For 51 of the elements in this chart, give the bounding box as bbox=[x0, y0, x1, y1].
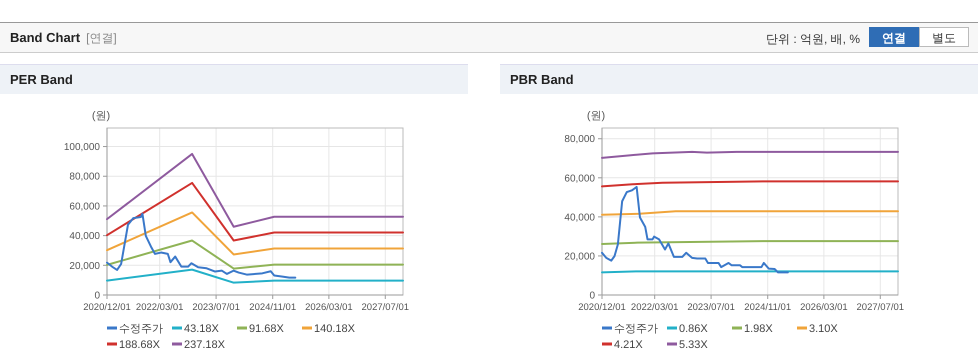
x-tick-label: 2023/07/01 bbox=[192, 302, 240, 313]
y-tick-label: 100,000 bbox=[64, 142, 100, 154]
line-series bbox=[106, 211, 404, 256]
legend-label: 수정주가 bbox=[119, 323, 163, 335]
x-tick-label: 2026/03/01 bbox=[305, 302, 353, 313]
legend-label: 91.68X bbox=[249, 323, 285, 335]
legend-label: 3.10X bbox=[809, 323, 838, 335]
y-tick-label: 20,000 bbox=[564, 251, 596, 262]
x-tick-label: 2027/07/01 bbox=[362, 302, 410, 313]
x-tick-label: 2022/03/01 bbox=[136, 302, 184, 313]
y-tick-label: 80,000 bbox=[564, 134, 596, 146]
y-tick-label: 0 bbox=[94, 290, 100, 302]
y-tick-label: 20,000 bbox=[69, 260, 100, 272]
y-axis-title: (원) bbox=[586, 110, 606, 122]
legend-label: 237.18X bbox=[184, 339, 226, 351]
legend-label: 4.21X bbox=[614, 339, 644, 351]
x-tick-label: 2027/07/01 bbox=[856, 302, 904, 313]
line-series bbox=[601, 186, 789, 274]
y-tick-label: 0 bbox=[589, 290, 596, 302]
text: [연결] bbox=[86, 31, 117, 45]
text: 연결 bbox=[869, 27, 919, 47]
text: 단위 : 억원, 배, % bbox=[766, 31, 860, 48]
x-tick-label: 2020/12/01 bbox=[83, 302, 131, 313]
chart-title: PER Band bbox=[10, 72, 73, 87]
y-tick-label: 60,000 bbox=[69, 201, 100, 212]
text: Band Chart bbox=[10, 30, 80, 45]
legend-label: 수정주가 bbox=[614, 323, 658, 335]
legend-label: 43.18X bbox=[184, 323, 220, 335]
x-tick-label: 2026/03/01 bbox=[800, 302, 848, 313]
legend-label: 1.98X bbox=[744, 323, 774, 335]
legend-label: 5.33X bbox=[679, 339, 708, 351]
legend-label: 140.18X bbox=[314, 323, 356, 335]
y-tick-label: 80,000 bbox=[69, 172, 100, 183]
x-tick-label: 2023/07/01 bbox=[687, 302, 735, 313]
chart-title: PBR Band bbox=[510, 72, 574, 87]
x-tick-label: 2024/11/01 bbox=[249, 302, 296, 313]
text: 별도 bbox=[919, 27, 969, 47]
line-series bbox=[106, 182, 404, 242]
legend-label: 188.68X bbox=[119, 339, 161, 351]
y-tick-label: 40,000 bbox=[69, 231, 100, 242]
y-tick-label: 60,000 bbox=[564, 173, 596, 184]
line-series bbox=[106, 212, 296, 279]
line-series bbox=[601, 150, 899, 159]
line-series bbox=[106, 240, 404, 270]
line-series bbox=[106, 152, 404, 228]
x-tick-label: 2022/03/01 bbox=[630, 302, 678, 313]
legend-label: 0.86X bbox=[679, 323, 708, 335]
y-axis-title: (원) bbox=[92, 110, 110, 122]
y-tick-label: 40,000 bbox=[564, 212, 596, 224]
x-tick-label: 2024/11/01 bbox=[744, 302, 792, 313]
x-tick-label: 2020/12/01 bbox=[578, 302, 626, 313]
